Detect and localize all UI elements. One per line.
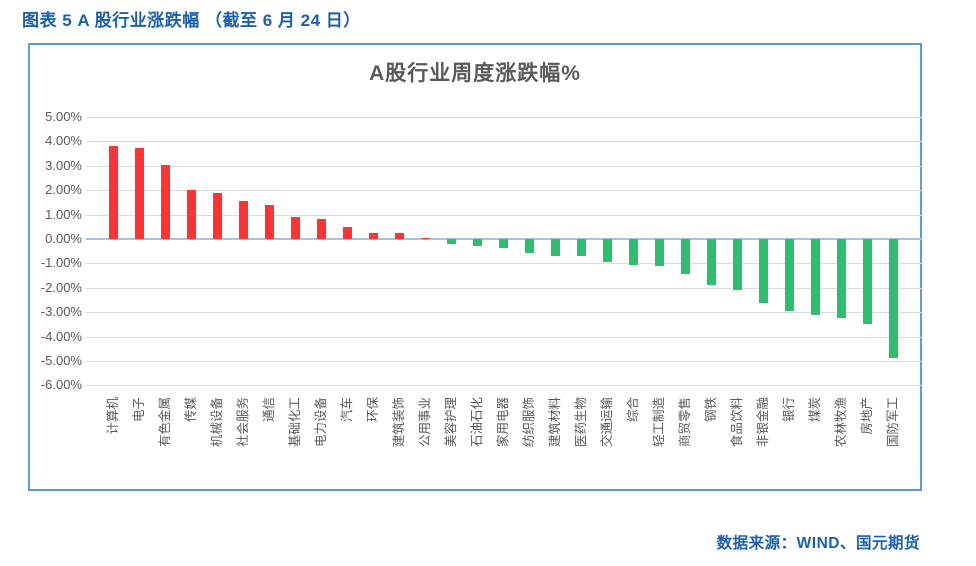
bar (680, 239, 690, 275)
category-label: 环保 (366, 397, 380, 423)
bar (706, 239, 716, 285)
category-label: 交通运输 (600, 397, 614, 448)
gridline (86, 214, 922, 216)
category-label: 房地产 (860, 397, 874, 435)
category-label: 商贸零售 (678, 397, 692, 448)
bar (498, 239, 508, 248)
gridline (86, 385, 922, 387)
bar (654, 239, 664, 267)
y-axis-tick-label: -4.00% (40, 328, 82, 344)
category-label: 基础化工 (288, 397, 302, 448)
bar (186, 189, 196, 239)
category-label: 食品饮料 (730, 397, 744, 448)
bar (108, 146, 118, 239)
category-label: 纺织服饰 (522, 397, 536, 448)
y-axis-tick-label: 5.00% (45, 109, 82, 124)
gridline (86, 263, 922, 265)
category-label: 社会服务 (236, 397, 250, 448)
y-axis-tick-label: -6.00% (40, 377, 82, 393)
bar (368, 232, 378, 239)
category-label: 煤炭 (808, 397, 822, 423)
bar (290, 216, 300, 239)
category-label: 公用事业 (418, 397, 432, 448)
category-label: 机械设备 (210, 397, 224, 448)
category-label: 石油石化 (470, 397, 484, 448)
bar (810, 239, 820, 315)
y-axis-tick-label: -2.00% (40, 279, 82, 295)
bar (420, 237, 430, 239)
bar (446, 239, 456, 244)
bar (394, 232, 404, 239)
bar (264, 204, 274, 239)
bar (524, 239, 534, 253)
source-caption: 数据来源：WIND、国元期货 (716, 535, 920, 552)
bar (888, 239, 898, 358)
category-label: 电力设备 (314, 397, 328, 448)
gridline (86, 287, 922, 289)
y-axis-tick-label: -5.00% (40, 353, 82, 368)
category-label: 有色金属 (158, 397, 172, 448)
bar (160, 165, 170, 239)
category-label: 农林牧渔 (834, 397, 848, 448)
category-label: 建筑材料 (548, 397, 562, 448)
chart-title: A股行业周度涨跌幅% (369, 62, 581, 85)
y-axis-tick-label: 1.00% (45, 206, 82, 222)
category-label: 电子 (132, 397, 146, 423)
bar (472, 239, 482, 246)
bar (238, 201, 248, 239)
figure-caption: 图表 5 A 股行业涨跌幅 （截至 6 月 24 日） (22, 11, 361, 30)
bar (784, 239, 794, 312)
category-label: 计算机 (106, 397, 120, 435)
y-axis-tick-label: 3.00% (45, 157, 82, 173)
y-axis-tick-label: 0.00% (45, 231, 82, 246)
category-label: 钢铁 (704, 397, 718, 423)
category-label: 非银金融 (756, 397, 770, 448)
bar (134, 147, 144, 239)
bar (576, 239, 586, 257)
y-axis-tick-label: -3.00% (40, 304, 82, 320)
chart: A股行业周度涨跌幅% 5.00% 4.00% 3.00% 2.00% 1.00% 0.00… (28, 43, 922, 491)
category-label: 轻工制造 (652, 397, 666, 448)
category-label: 建筑装饰 (392, 397, 406, 448)
category-label: 综合 (626, 397, 640, 423)
gridline (86, 312, 922, 314)
y-axis-tick-label: 4.00% (45, 133, 82, 149)
category-label: 家用电器 (496, 397, 510, 448)
bar (212, 192, 222, 239)
bar (342, 226, 352, 239)
bar (602, 239, 612, 262)
bar (628, 239, 638, 265)
bar (758, 239, 768, 304)
category-label: 国防军工 (886, 397, 900, 448)
y-axis-tick-label: -1.00% (40, 255, 82, 271)
gridline (86, 165, 922, 167)
category-label: 传媒 (184, 397, 198, 423)
category-label: 银行 (782, 397, 796, 423)
gridline (86, 190, 922, 192)
gridline (86, 361, 922, 362)
gridline (86, 141, 922, 143)
gridline (86, 117, 922, 118)
category-label: 医药生物 (574, 397, 588, 448)
bar (836, 239, 846, 319)
gridline (86, 336, 922, 338)
category-label: 汽车 (340, 397, 354, 423)
category-label: 美容护理 (444, 397, 458, 448)
bar (316, 219, 326, 239)
bar (732, 239, 742, 290)
bar (862, 239, 872, 325)
category-label: 通信 (262, 397, 276, 423)
y-axis-tick-label: 2.00% (45, 182, 82, 198)
bar (550, 239, 560, 256)
